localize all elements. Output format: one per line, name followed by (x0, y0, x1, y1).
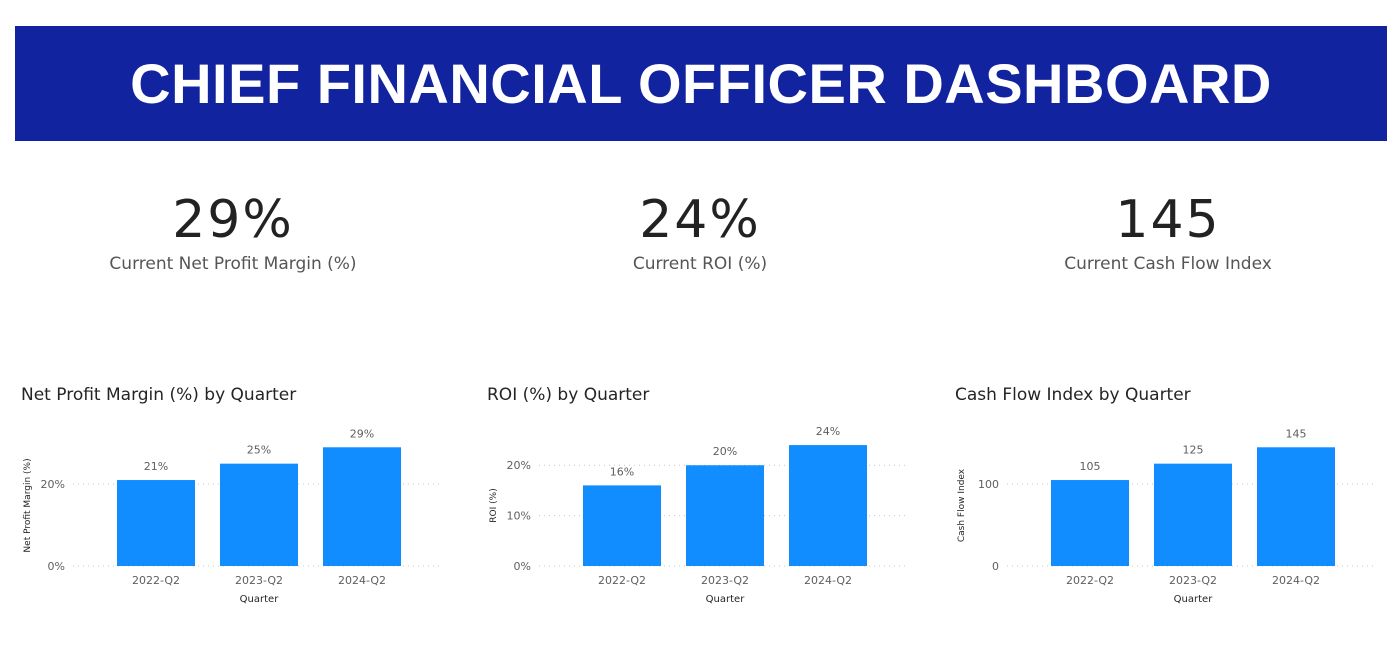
y-tick-label: 10% (507, 510, 531, 523)
x-axis-title: Quarter (1174, 594, 1214, 605)
page-title: CHIEF FINANCIAL OFFICER DASHBOARD (130, 52, 1272, 115)
chart-title: ROI (%) by Quarter (487, 385, 650, 405)
kpi-card-net-profit-margin: 29% Current Net Profit Margin (%) (23, 188, 443, 274)
data-label: 125 (1183, 444, 1204, 457)
data-label: 20% (713, 445, 737, 458)
y-axis-title: Net Profit Margin (%) (23, 458, 33, 552)
y-tick-label: 20% (41, 478, 65, 491)
bar (1051, 480, 1129, 566)
data-label: 16% (610, 465, 634, 478)
kpi-value: 24% (639, 190, 761, 250)
bar-chart: 0 100 Cash Flow Index 105 2022-Q2 125 2023-Q2 1… (957, 427, 1377, 605)
x-tick-label: 2022-Q2 (598, 574, 646, 587)
x-tick-label: 2024-Q2 (804, 574, 852, 587)
data-label: 24% (816, 425, 840, 438)
bar (686, 465, 764, 566)
bar (117, 480, 195, 566)
y-tick-label: 100 (978, 478, 999, 491)
chart-panel-net-profit-margin: Net Profit Margin (%) by Quarter 0% 20% Ne… (21, 385, 461, 615)
chart-title: Net Profit Margin (%) by Quarter (21, 385, 297, 405)
kpi-card-cash-flow-index: 145 Current Cash Flow Index (958, 188, 1378, 274)
kpi-label: Current ROI (%) (632, 254, 768, 274)
y-axis-title: Cash Flow Index (957, 468, 967, 542)
data-label: 29% (350, 427, 374, 440)
bar-chart: 0% 20% Net Profit Margin (%) 21% 2022-Q2 25% 2… (23, 427, 443, 605)
x-tick-label: 2023-Q2 (235, 574, 283, 587)
x-tick-label: 2023-Q2 (1169, 574, 1217, 587)
data-label: 25% (247, 444, 271, 457)
data-label: 21% (144, 460, 168, 473)
data-label: 145 (1286, 427, 1307, 440)
data-label: 105 (1080, 460, 1101, 473)
bar (789, 445, 867, 566)
bar (1154, 463, 1232, 566)
x-axis-title: Quarter (706, 594, 746, 605)
y-tick-label: 0 (992, 560, 999, 573)
x-tick-label: 2024-Q2 (338, 574, 386, 587)
y-axis-title: ROI (%) (489, 488, 499, 522)
chart-panel-cash-flow-index: Cash Flow Index by Quarter 0 100 Cash Flow… (955, 385, 1395, 615)
kpi-value: 29% (172, 190, 294, 250)
y-tick-label: 0% (48, 560, 65, 573)
x-tick-label: 2022-Q2 (1066, 574, 1114, 587)
x-tick-label: 2024-Q2 (1272, 574, 1320, 587)
bar (1257, 447, 1335, 566)
chart-title: Cash Flow Index by Quarter (955, 385, 1191, 405)
y-tick-label: 0% (514, 560, 531, 573)
bar (220, 463, 298, 566)
bar (323, 447, 401, 566)
bar (583, 485, 661, 566)
x-tick-label: 2023-Q2 (701, 574, 749, 587)
bar-chart: 0% 10% 20% ROI (%) 16% 2022-Q2 20% 2023-Q2 24% 20… (489, 425, 909, 605)
x-axis-title: Quarter (240, 594, 280, 605)
kpi-value: 145 (1115, 190, 1221, 250)
kpi-label: Current Net Profit Margin (%) (109, 254, 357, 274)
kpi-card-roi: 24% Current ROI (%) (490, 188, 910, 274)
chart-panel-roi: ROI (%) by Quarter 0% 10% 20% ROI (%) 16% 202… (487, 385, 927, 615)
kpi-label: Current Cash Flow Index (1064, 254, 1272, 274)
x-tick-label: 2022-Q2 (132, 574, 180, 587)
header-banner: CHIEF FINANCIAL OFFICER DASHBOARD (15, 26, 1387, 141)
y-tick-label: 20% (507, 459, 531, 472)
